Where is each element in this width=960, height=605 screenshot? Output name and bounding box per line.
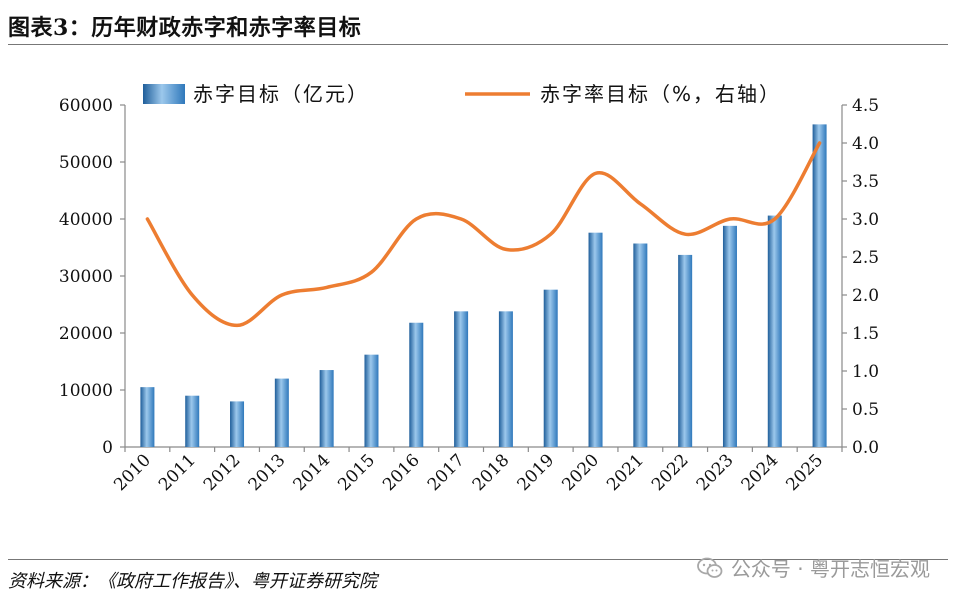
x-tick-label: 2013 <box>245 450 290 495</box>
y-left-tick-label: 10000 <box>59 381 113 401</box>
y-left-tick-label: 50000 <box>59 153 113 173</box>
x-tick-label: 2012 <box>200 450 245 495</box>
x-tick-label: 2016 <box>379 450 424 495</box>
legend: 赤字目标（亿元） 赤字率目标（%，右轴） <box>143 82 781 106</box>
x-tick-label: 2025 <box>782 450 827 495</box>
x-tick-label: 2010 <box>110 450 155 495</box>
watermark-text: 公众号 · 粤开志恒宏观 <box>730 557 930 581</box>
legend-label-line: 赤字率目标（%，右轴） <box>540 82 781 106</box>
bar <box>678 254 693 447</box>
bar <box>588 232 603 447</box>
bar <box>140 387 155 447</box>
bar <box>454 311 469 447</box>
bar <box>633 243 648 447</box>
bar <box>274 378 289 447</box>
bar <box>722 225 737 447</box>
y-right-tick-label: 2.0 <box>852 286 879 306</box>
deficit-rate-line <box>145 141 822 328</box>
x-tick-label: 2014 <box>289 450 334 495</box>
bar <box>319 370 334 447</box>
x-tick-label: 2024 <box>738 450 783 495</box>
x-tick-label: 2022 <box>648 450 693 495</box>
wechat-icon <box>697 557 723 578</box>
title-divider <box>8 44 948 45</box>
page-title: 图表3：历年财政赤字和赤字率目标 <box>8 15 362 41</box>
x-tick-label: 2021 <box>603 450 648 495</box>
x-tick-label: 2018 <box>469 450 514 495</box>
x-tick-label: 2015 <box>334 450 379 495</box>
y-left-tick-label: 0 <box>102 438 113 458</box>
y-right-tick-label: 4.5 <box>852 96 879 116</box>
y-right-tick-label: 1.5 <box>852 324 879 344</box>
y-right-tick-label: 0.0 <box>852 438 879 458</box>
y-right-tick-label: 0.5 <box>852 400 879 420</box>
bar <box>767 215 782 447</box>
watermark: 公众号 · 粤开志恒宏观 <box>697 553 930 582</box>
bar <box>364 354 379 447</box>
combo-chart: 0 10000 20000 30000 40000 50000 60000 0.0 0.5 1.0… <box>59 82 879 495</box>
y-left-tick-label: 60000 <box>59 96 113 116</box>
y-right-tick-label: 3.5 <box>852 172 879 192</box>
bar <box>812 124 827 447</box>
x-tick-label: 2020 <box>558 450 603 495</box>
y-right-tick-label: 1.0 <box>852 362 879 382</box>
source-divider <box>8 559 948 560</box>
bar <box>498 311 513 447</box>
y-left-tick-label: 40000 <box>59 210 113 230</box>
bar <box>409 322 424 447</box>
bar <box>230 401 245 447</box>
y-left-tick-label: 30000 <box>59 267 113 287</box>
x-tick-label: 2019 <box>514 450 559 495</box>
bar <box>185 395 200 447</box>
x-tick-label: 2023 <box>693 450 738 495</box>
axes: 0 10000 20000 30000 40000 50000 60000 0.0 0.5 1.0… <box>59 96 879 495</box>
x-tick-label: 2011 <box>155 450 200 495</box>
bar-series <box>140 124 827 447</box>
y-right-tick-label: 3.0 <box>852 210 879 230</box>
bar <box>543 289 558 447</box>
line-series <box>145 141 822 328</box>
legend-label-bar: 赤字目标（亿元） <box>193 82 369 106</box>
source-note: 资料来源：《政府工作报告》、粤开证券研究院 <box>8 571 377 592</box>
y-right-tick-label: 4.0 <box>852 134 879 154</box>
x-tick-label: 2017 <box>424 450 469 495</box>
legend-swatch-bar <box>143 84 185 104</box>
y-left-tick-label: 20000 <box>59 324 113 344</box>
y-right-tick-label: 2.5 <box>852 248 879 268</box>
